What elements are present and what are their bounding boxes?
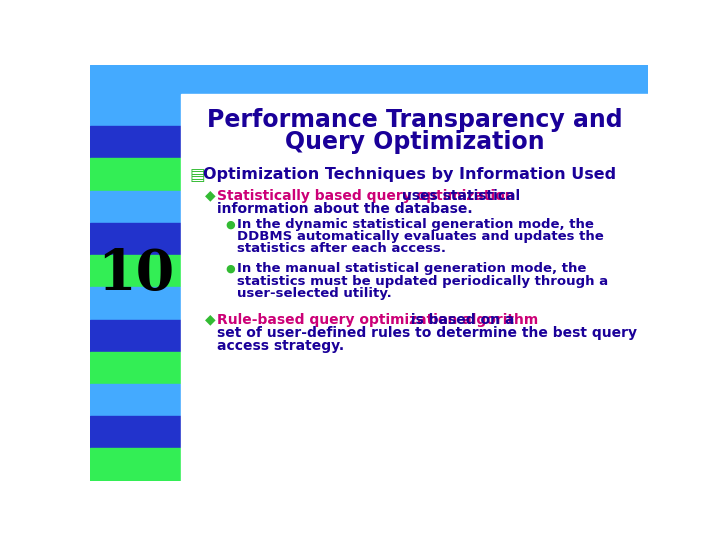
Text: ▤: ▤ [189, 166, 205, 184]
Text: information about the database.: information about the database. [217, 202, 473, 216]
Text: is based on a: is based on a [406, 313, 515, 327]
Bar [90, 126, 181, 158]
Text: Rule-based query optimization algorithm: Rule-based query optimization algorithm [217, 313, 539, 327]
Text: 10: 10 [97, 247, 174, 302]
Text: ◆: ◆ [204, 313, 215, 327]
Bar [90, 448, 181, 481]
Bar [90, 65, 648, 94]
Text: access strategy.: access strategy. [217, 339, 344, 353]
Bar [90, 158, 181, 191]
Bar [90, 320, 181, 352]
Text: In the manual statistical generation mode, the: In the manual statistical generation mod… [238, 262, 587, 275]
Bar [90, 287, 181, 320]
Text: user-selected utility.: user-selected utility. [238, 287, 392, 300]
Bar [90, 384, 181, 416]
Text: ●: ● [225, 219, 235, 229]
Bar [90, 223, 181, 255]
Text: Performance Transparency and: Performance Transparency and [207, 108, 623, 132]
Text: ●: ● [225, 264, 235, 274]
Text: ◆: ◆ [204, 188, 215, 202]
Text: DDBMS automatically evaluates and updates the: DDBMS automatically evaluates and update… [238, 230, 604, 243]
Text: uses statistical: uses statistical [397, 188, 520, 202]
Text: Query Optimization: Query Optimization [285, 130, 544, 154]
Bar [181, 94, 648, 481]
Bar [90, 94, 181, 126]
Text: statistics must be updated periodically through a: statistics must be updated periodically … [238, 275, 608, 288]
Bar [90, 352, 181, 384]
Text: Optimization Techniques by Information Used: Optimization Techniques by Information U… [203, 167, 616, 183]
Bar [90, 416, 181, 448]
Text: Statistically based query optimization: Statistically based query optimization [217, 188, 515, 202]
Text: statistics after each access.: statistics after each access. [238, 242, 446, 255]
Bar [90, 191, 181, 223]
Bar [90, 255, 181, 287]
Text: In the dynamic statistical generation mode, the: In the dynamic statistical generation mo… [238, 218, 594, 231]
Text: set of user-defined rules to determine the best query: set of user-defined rules to determine t… [217, 326, 637, 340]
